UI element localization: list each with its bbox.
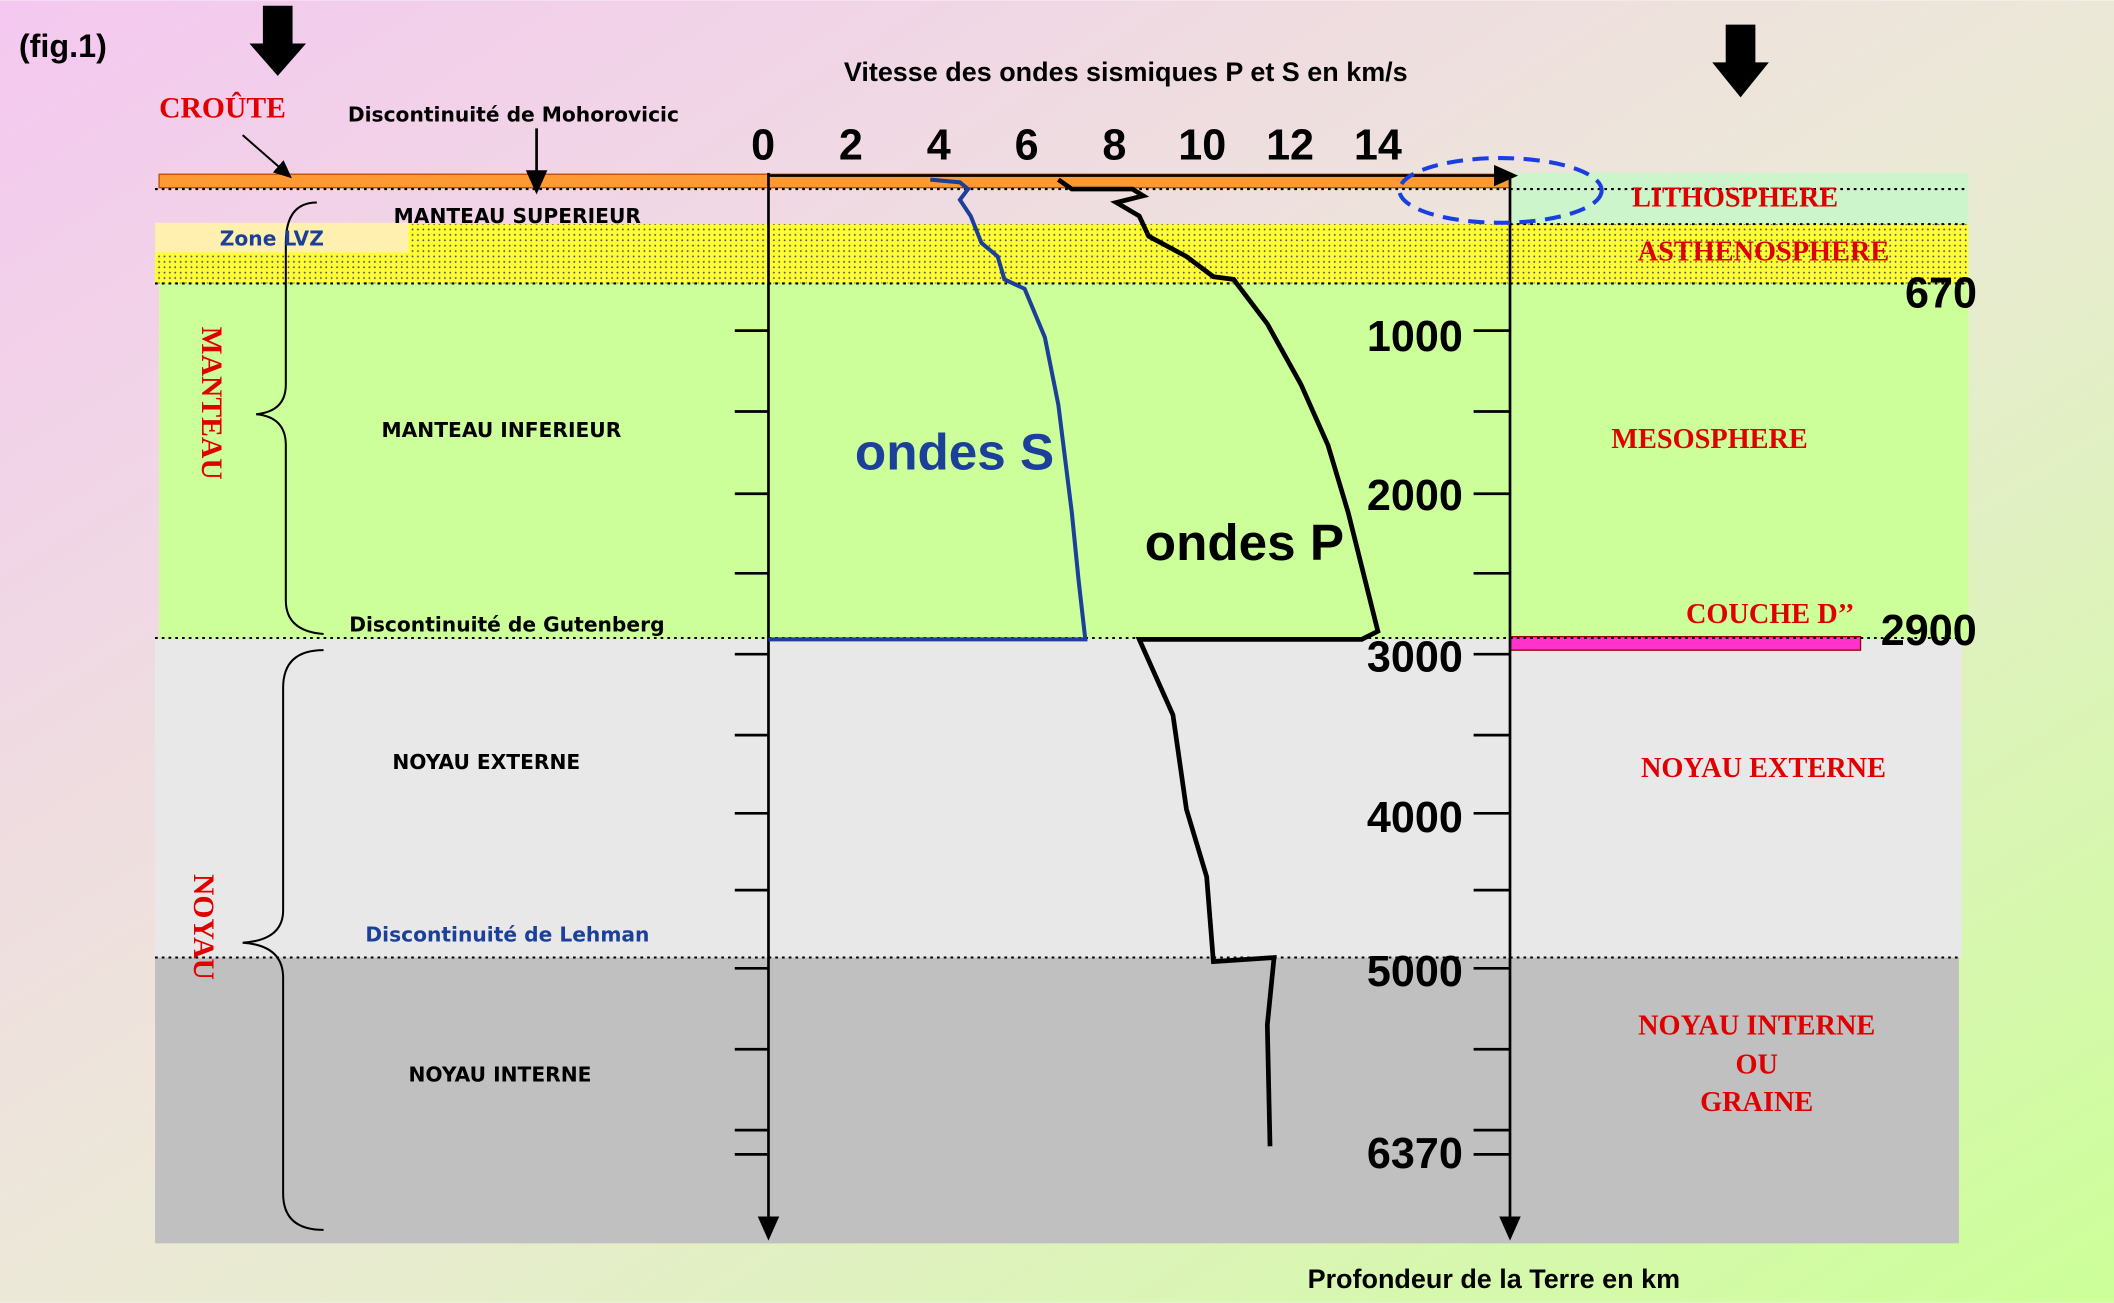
asthenosphere-label: ASTHENOSPHERE xyxy=(1638,237,1890,268)
mesosphere-label: MESOSPHERE xyxy=(1611,424,1808,455)
velocity-tick-label: 6 xyxy=(1015,121,1039,169)
upper-mantle-label: MANTEAU SUPERIEUR xyxy=(394,204,642,228)
depth-axis-label: Profondeur de la Terre en km xyxy=(1308,1264,1680,1294)
depth-label: 1000 xyxy=(1367,313,1463,361)
depth-label: 670 xyxy=(1905,270,1977,318)
mantle-label: MANTEAU xyxy=(195,327,227,480)
velocity-tick-label: 14 xyxy=(1354,121,1402,169)
inner-core-label: NOYAU INTERNE xyxy=(409,1063,592,1087)
lower-mantle-label: MANTEAU INFERIEUR xyxy=(382,418,622,442)
lehman-label: Discontinuité de Lehman xyxy=(365,922,649,946)
depth-label: 5000 xyxy=(1367,948,1463,996)
core-brace xyxy=(242,649,324,1231)
velocity-tick-label: 8 xyxy=(1102,121,1126,169)
depth-label: 3000 xyxy=(1367,634,1463,682)
inner-core-label: NOYAU INTERNE xyxy=(1638,1010,1875,1041)
outer-core-band xyxy=(155,639,1962,958)
inner-core-label: OU xyxy=(1735,1049,1777,1080)
pointer xyxy=(242,134,292,179)
title: Vitesse des ondes sismiques P et S en km… xyxy=(844,57,1408,87)
velocity-tick-label: 0 xyxy=(751,121,775,169)
moho-label: Discontinuité de Mohorovicic xyxy=(348,103,679,127)
s-wave-curve xyxy=(768,177,1088,642)
depth-label: 4000 xyxy=(1367,794,1463,842)
lithosphere-band xyxy=(1510,172,1969,225)
p-wave-curve xyxy=(1056,177,1381,1147)
arrow-icon xyxy=(1712,24,1769,98)
velocity-ticks: 0 2 4 6 8 10 12 14 xyxy=(751,121,1402,169)
s-wave-label: ondes S xyxy=(855,423,1054,480)
inner-core-band xyxy=(155,957,1959,1244)
d-layer-label: COUCHE D’’ xyxy=(1686,599,1854,630)
velocity-tick-label: 4 xyxy=(927,121,951,169)
velocity-tick-label: 10 xyxy=(1178,121,1226,169)
gutenberg-label: Discontinuité de Gutenberg xyxy=(349,612,664,636)
lvz-label: Zone LVZ xyxy=(220,227,324,251)
inner-core-label: GRAINE xyxy=(1700,1087,1813,1118)
depth-label: 6370 xyxy=(1367,1130,1463,1178)
arrow-icon xyxy=(249,5,307,76)
depth-label: 2000 xyxy=(1367,472,1463,520)
p-wave-label: ondes P xyxy=(1145,514,1344,571)
velocity-tick-label: 2 xyxy=(839,121,863,169)
tick-marks xyxy=(734,329,1510,1156)
figure-label: (fig.1) xyxy=(19,28,107,64)
outer-core-label: NOYAU EXTERNE xyxy=(1641,753,1886,784)
core-label: NOYAU xyxy=(187,874,219,980)
crust-label: CROÛTE xyxy=(159,92,286,125)
velocity-tick-label: 12 xyxy=(1266,121,1314,169)
lvz-band xyxy=(155,222,409,253)
lithosphere-label: LITHOSPHERE xyxy=(1632,183,1838,214)
outer-core-label: NOYAU EXTERNE xyxy=(392,750,580,774)
mantle-brace xyxy=(256,201,324,635)
lithosphere-highlight xyxy=(1397,156,1604,225)
depth-label: 2900 xyxy=(1881,607,1977,655)
axes xyxy=(734,164,1521,1241)
asthenosphere-band xyxy=(155,224,1969,284)
